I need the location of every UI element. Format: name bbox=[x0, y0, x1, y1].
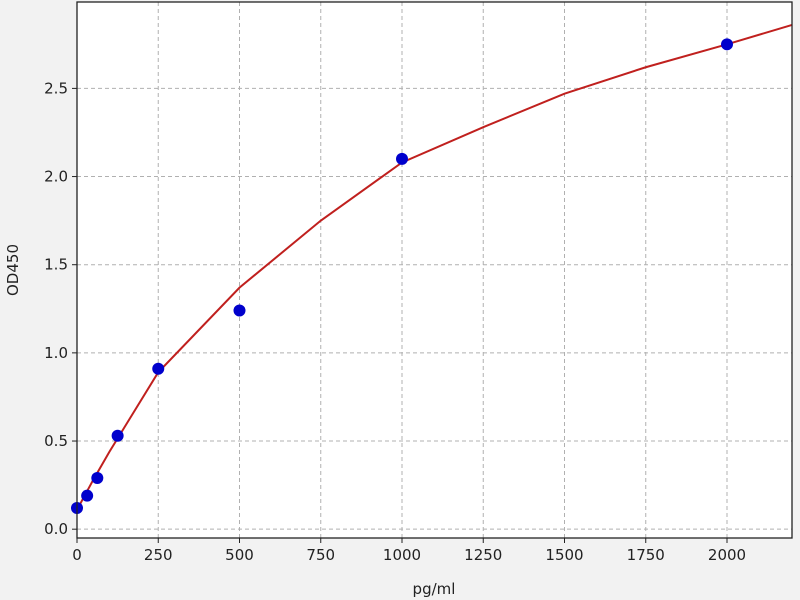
plot-area bbox=[77, 2, 792, 538]
y-tick-label: 1.0 bbox=[44, 344, 68, 362]
x-tick-label: 1000 bbox=[383, 546, 421, 564]
x-tick-label: 250 bbox=[144, 546, 173, 564]
x-tick-label: 1250 bbox=[464, 546, 502, 564]
data-point bbox=[111, 429, 124, 442]
grid bbox=[76, 2, 792, 538]
fit-curve bbox=[76, 23, 793, 511]
data-point bbox=[396, 152, 408, 165]
x-tick-label: 750 bbox=[306, 546, 335, 564]
y-tick-label: 0.0 bbox=[44, 520, 68, 538]
y-tick-label: 1.5 bbox=[44, 256, 68, 274]
y-tick-label: 2.0 bbox=[44, 168, 68, 186]
y-axis-label: OD450 bbox=[4, 244, 22, 296]
plot-frame bbox=[76, 1, 793, 539]
marks bbox=[71, 23, 793, 515]
x-axis-label: pg/ml bbox=[413, 580, 456, 598]
x-tick-label: 1500 bbox=[545, 546, 583, 564]
data-point bbox=[721, 38, 733, 51]
y-tick-label: 0.5 bbox=[44, 432, 68, 450]
x-tick-label: 1750 bbox=[627, 546, 665, 564]
x-tick-label: 500 bbox=[225, 546, 254, 564]
y-tick-label: 2.5 bbox=[44, 79, 68, 97]
x-tick-label: 2000 bbox=[708, 546, 746, 564]
data-point bbox=[233, 304, 246, 317]
x-tick-label: 0 bbox=[72, 546, 82, 564]
data-point bbox=[81, 489, 94, 502]
data-point bbox=[91, 472, 104, 485]
data-point bbox=[152, 362, 165, 375]
ticks: 0 250 500 750 1000 1250 1500 1750 2000 0.0 0.5 1.0 1… bbox=[44, 79, 746, 564]
